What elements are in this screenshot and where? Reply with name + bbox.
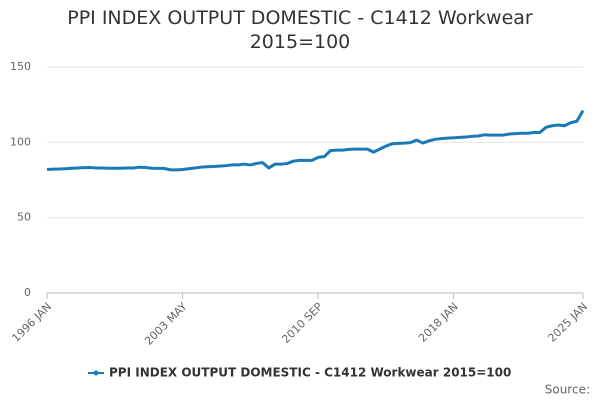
source: Source: [545, 383, 590, 397]
y-tick-label: 50 [17, 211, 31, 224]
chart-title: PPI INDEX OUTPUT DOMESTIC - C1412 Workwe… [67, 7, 533, 53]
x-tick-label: 1996 JAN [9, 300, 54, 345]
legend-marker [93, 370, 99, 376]
y-tick-label: 0 [24, 286, 31, 299]
legend-label: PPI INDEX OUTPUT DOMESTIC - C1412 Workwe… [109, 366, 511, 380]
data-line [46, 109, 585, 172]
x-tick-label: 2018 JAN [416, 300, 461, 345]
x-tick-label: 2003 MAY [142, 300, 190, 348]
x-tick-label: 2025 JAN [545, 300, 590, 345]
y-tick-label: 100 [10, 135, 31, 148]
y-tick-label: 150 [10, 60, 31, 73]
x-tick-label: 2010 SEP [279, 300, 325, 346]
